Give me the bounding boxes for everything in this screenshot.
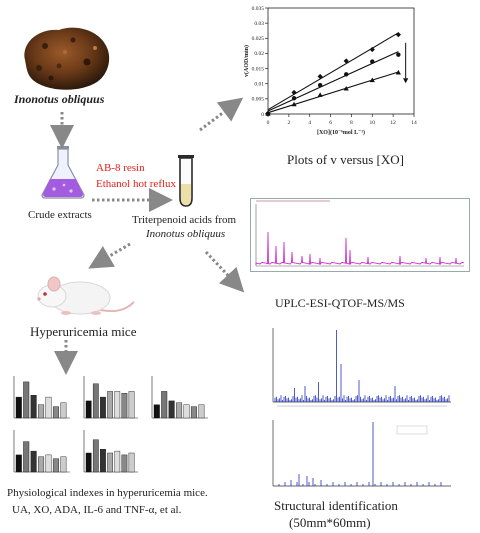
y-tick-label: 0.015 — [252, 66, 265, 72]
mini-bar — [38, 456, 45, 473]
mini-bar — [60, 402, 67, 419]
x-tick-label: 2 — [287, 120, 290, 126]
uplc-chromatogram — [250, 198, 470, 272]
mini-bar — [114, 450, 121, 473]
mini-bar — [161, 391, 168, 419]
hyperuricemia-mice-label: Hyperuricemia mice — [30, 324, 137, 339]
series-3-fit-line — [267, 71, 399, 114]
data-point-circle — [291, 96, 297, 101]
y-tick-label: 0.01 — [254, 82, 264, 88]
x-tick-label: 14 — [411, 120, 417, 126]
mini-bar — [85, 452, 92, 473]
triterpenoid-label: Triterpenoid acids from — [132, 214, 237, 226]
mini-bar — [23, 441, 30, 473]
mini-bar — [121, 393, 128, 419]
mini-bar — [153, 404, 160, 419]
plot-caption: Plots of v versus [XO] — [287, 152, 404, 167]
plot-frame — [267, 7, 415, 115]
mini-bar — [128, 452, 135, 473]
data-point-circle — [396, 52, 401, 57]
x-tick-label: 4 — [308, 120, 311, 126]
x-axis-label: [XO](10⁻⁶mol L⁻¹) — [317, 129, 365, 136]
x-tick-label: 6 — [329, 120, 332, 126]
structural-id-caption: Structural identification — [274, 498, 398, 513]
y-axis-label: v(AOD/min) — [244, 45, 250, 77]
mini-bar — [107, 452, 113, 473]
physiology-caption-line2: UA, XO, ADA, IL-6 and TNF-α, et al. — [12, 504, 182, 516]
y-tick-label: 0 — [261, 112, 264, 118]
crude-extracts-label: Crude extracts — [28, 209, 92, 221]
data-point-circle — [344, 72, 349, 77]
ms-spectrum-upper — [272, 328, 451, 407]
triterpenoid-source: Inonotus obliquus — [146, 228, 226, 240]
mini-bar — [114, 391, 121, 419]
arrow-tube-to-uplc — [204, 250, 245, 293]
x-tick-label: 8 — [350, 120, 353, 126]
mini-bar — [190, 406, 197, 419]
trend-arrow-head — [403, 78, 409, 84]
mini-bar — [168, 400, 175, 419]
mini-bar — [52, 406, 59, 419]
ms-spectrum-lower — [272, 420, 451, 487]
mini-bar — [198, 404, 205, 419]
mini-bar — [52, 458, 59, 473]
y-tick-label: 0.035 — [252, 6, 265, 12]
data-point-triangle — [317, 92, 323, 97]
mini-bar — [92, 383, 99, 419]
data-point-circle — [370, 59, 375, 64]
mouse-image — [37, 276, 135, 315]
mini-bar — [45, 396, 52, 419]
data-point-triangle — [291, 101, 297, 107]
arrow-tube-to-mice — [88, 242, 131, 269]
mini-bar — [121, 454, 128, 473]
data-point-triangle — [265, 111, 271, 116]
arrow-tube-to-plot — [199, 97, 244, 132]
series-1-fit-line — [267, 32, 399, 111]
y-tick-label: 0.02 — [254, 51, 264, 57]
y-tick-label: 0.03 — [254, 21, 264, 27]
mini-bar — [100, 396, 106, 419]
uplc-caption: UPLC-ESI-QTOF-MS/MS — [275, 296, 405, 310]
mini-bar — [128, 391, 135, 419]
mini-bar — [30, 395, 37, 419]
mini-bar — [45, 454, 52, 473]
mini-bar — [176, 402, 183, 419]
test-tube-icon — [178, 155, 194, 207]
mini-bar — [92, 439, 99, 473]
mini-bar — [23, 381, 30, 419]
mini-bar — [15, 396, 22, 419]
y-tick-label: 0.025 — [252, 36, 265, 42]
mini-bar — [85, 400, 92, 419]
data-point-diamond — [343, 58, 349, 64]
mini-bar — [183, 404, 190, 419]
data-point-triangle — [343, 85, 349, 91]
flask-icon — [41, 146, 85, 199]
physiology-caption-line1: Physiological indexes in hyperuricemia m… — [7, 487, 208, 499]
fungus-image — [24, 27, 110, 90]
velocity-plot: 0 2 4 6 8 10 12 14 0 0.005 0.01 0.015 0.02 0.025 0.03 0… — [244, 6, 417, 136]
mini-bar — [38, 404, 45, 419]
mini-bar — [107, 391, 113, 419]
process-step-resin: AB-8 resin — [96, 162, 145, 174]
mini-bar — [30, 450, 37, 473]
structural-id-size: (50mm*60mm) — [289, 515, 371, 530]
x-tick-label: 12 — [390, 120, 396, 126]
y-tick-label: 0.005 — [252, 97, 265, 103]
fungus-label: Inonotus obliquus — [14, 92, 105, 106]
data-point-diamond — [369, 46, 375, 53]
mini-bar — [15, 454, 22, 473]
data-point-triangle — [395, 69, 401, 75]
x-tick-label: 10 — [370, 120, 376, 126]
mini-bar — [60, 456, 67, 473]
data-point-circle — [317, 83, 323, 88]
mini-bar — [100, 448, 106, 473]
physiology-bar-panels — [13, 376, 208, 473]
process-step-reflux: Ethanol hot reflux — [96, 178, 177, 190]
x-tick-label: 0 — [267, 120, 270, 126]
series-2-fit-line — [267, 51, 399, 112]
data-point-triangle — [369, 77, 375, 83]
